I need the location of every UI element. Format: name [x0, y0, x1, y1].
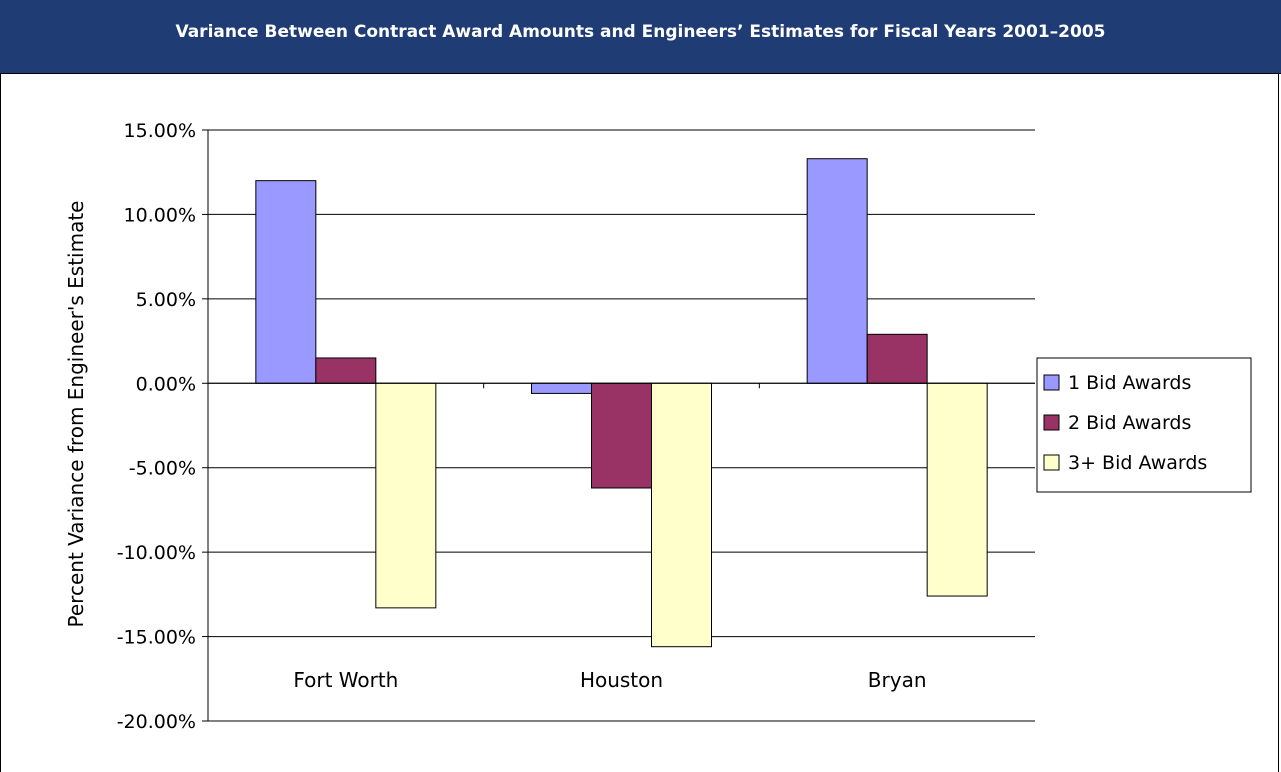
y-tick-label: 10.00% — [124, 204, 196, 226]
y-tick-label: -5.00% — [129, 458, 196, 480]
bars — [255, 158, 988, 648]
x-category-labels: Fort Worth Houston Bryan — [293, 668, 926, 692]
bar — [315, 357, 377, 384]
y-tick-label: -15.00% — [117, 627, 196, 649]
bar — [651, 382, 712, 648]
bar — [531, 382, 592, 394]
legend-swatch — [1043, 374, 1060, 391]
bar — [591, 382, 652, 489]
legend-label: 1 Bid Awards — [1068, 372, 1191, 394]
bar — [866, 333, 928, 384]
y-tick-label: 15.00% — [124, 120, 196, 142]
y-axis-label: Percent Variance from Engineer's Estimat… — [64, 201, 88, 628]
x-category-label: Houston — [580, 668, 663, 692]
legend-label: 2 Bid Awards — [1068, 412, 1191, 434]
y-tick-labels: 15.00% 10.00% 5.00% 0.00% -5.00% -10.00% -15.0… — [117, 120, 196, 733]
y-tick-label: -10.00% — [117, 542, 196, 564]
bar — [375, 382, 437, 609]
bar — [926, 382, 988, 597]
chart-title: Variance Between Contract Award Amounts … — [175, 22, 1106, 42]
x-category-label: Fort Worth — [293, 668, 398, 692]
header-bar: Variance Between Contract Award Amounts … — [0, 0, 1281, 74]
y-tick-label: -20.00% — [117, 711, 196, 733]
y-tick-label: 5.00% — [136, 289, 196, 311]
x-category-label: Bryan — [868, 668, 927, 692]
legend-swatch — [1043, 454, 1060, 471]
legend: 1 Bid Awards 2 Bid Awards 3+ Bid Awards — [1043, 372, 1207, 474]
axes — [202, 129, 1035, 722]
legend-label: 3+ Bid Awards — [1068, 452, 1207, 474]
bar — [806, 158, 868, 384]
legend-swatch — [1043, 414, 1060, 431]
y-tick-label: 0.00% — [136, 373, 196, 395]
bar — [255, 180, 317, 384]
legend-box — [1036, 357, 1252, 493]
